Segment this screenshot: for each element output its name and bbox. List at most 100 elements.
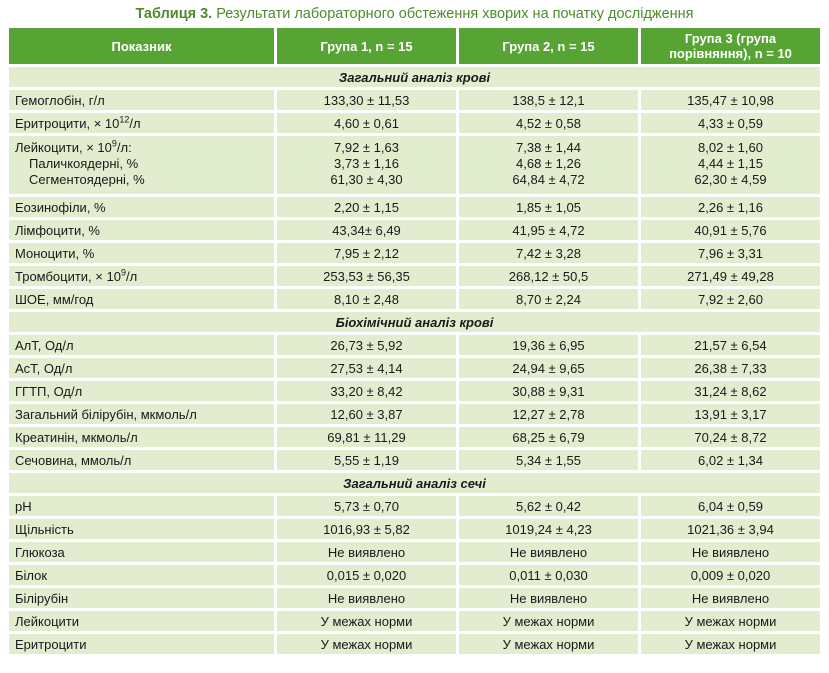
group-2-cell: 5,34 ± 1,55	[459, 450, 638, 470]
indicator-cell: Лейкоцити	[9, 611, 274, 631]
table-row: Креатинін, мкмоль/л 69,81 ± 11,29 68,25 ± …	[9, 427, 820, 447]
sub-value: 4,44 ± 1,15	[698, 156, 763, 171]
indicator-cell: Глюкоза	[9, 542, 274, 562]
indicator-cell: АсТ, Од/л	[9, 358, 274, 378]
group-1-cell: 26,73 ± 5,92	[277, 335, 456, 355]
indicator-cell: Сечовина, ммоль/л	[9, 450, 274, 470]
indicator-name-text: Еритроцити, × 10	[15, 115, 120, 131]
indicator-exponent: 9	[120, 267, 126, 278]
table-row: Лімфоцити, % 43,34± 6,49 41,95 ± 4,72 40,91…	[9, 220, 820, 240]
value: 271,49 ± 49,28	[687, 268, 774, 284]
table-row: АсТ, Од/л 27,53 ± 4,14 24,94 ± 9,65 26,38 ±…	[9, 358, 820, 378]
indicator-unit: /л	[129, 115, 141, 131]
group-2-cell: У межах норми	[459, 611, 638, 631]
indicator-unit: /л:	[116, 140, 132, 155]
indicator-name: Лейкоцити, × 109/л:	[15, 138, 268, 156]
section-title: Біохімічний аналіз крові	[9, 312, 820, 332]
header-row: Показник Група 1, n = 15 Група 2, n = 15…	[9, 28, 820, 64]
header-indicator: Показник	[9, 28, 274, 64]
table-row: Еритроцити У межах норми У межах норми У ме…	[9, 634, 820, 654]
value: 7,38 ± 1,44	[516, 140, 581, 155]
table-row: Гемоглобін, г/л 133,30 ± 11,53 138,5 ± 12,…	[9, 90, 820, 110]
group-1-cell: 2,20 ± 1,15	[277, 197, 456, 217]
indicator-exponent: 9	[111, 138, 117, 149]
value: 7,42 ± 3,28	[516, 245, 581, 261]
header-group-2: Група 2, n = 15	[459, 28, 638, 64]
value: Не виявлено	[509, 590, 588, 606]
group-3-cell: 271,49 ± 49,28	[641, 266, 820, 286]
indicator-name: ШОЕ, мм/год	[15, 291, 94, 307]
group-2-cell: 8,70 ± 2,24	[459, 289, 638, 309]
group-3-cell: 1021,36 ± 3,94	[641, 519, 820, 539]
group-1-cell: 1016,93 ± 5,82	[277, 519, 456, 539]
group-3-cell: Не виявлено	[641, 588, 820, 608]
value: 2,20 ± 1,15	[334, 199, 399, 215]
group-1-cell: 4,60 ± 0,61	[277, 113, 456, 133]
value: 6,02 ± 1,34	[698, 452, 763, 468]
group-3-cell: 21,57 ± 6,54	[641, 335, 820, 355]
value: У межах норми	[502, 613, 595, 629]
indicator-name: Білок	[15, 567, 48, 583]
table-caption: Таблиця 3. Результати лабораторного обст…	[0, 0, 829, 28]
value: 5,73 ± 0,70	[334, 498, 399, 514]
sub-value: 62,30 ± 4,59	[694, 172, 767, 187]
group-3-cell: 13,91 ± 3,17	[641, 404, 820, 424]
group-1-cell: 5,73 ± 0,70	[277, 496, 456, 516]
group-1-cell: 69,81 ± 11,29	[277, 427, 456, 447]
group-2-cell: 12,27 ± 2,78	[459, 404, 638, 424]
table-row: ШОЕ, мм/год 8,10 ± 2,48 8,70 ± 2,24 7,92 ± …	[9, 289, 820, 309]
indicator-name: pH	[15, 498, 32, 514]
group-3-cell: 6,04 ± 0,59	[641, 496, 820, 516]
table-row: Сечовина, ммоль/л 5,55 ± 1,19 5,34 ± 1,55 6…	[9, 450, 820, 470]
group-3-cell: У межах норми	[641, 611, 820, 631]
indicator-cell: Гемоглобін, г/л	[9, 90, 274, 110]
section-row: Загальний аналіз крові	[9, 67, 820, 87]
group-1-cell: Не виявлено	[277, 588, 456, 608]
value: У межах норми	[502, 636, 595, 652]
value: 40,91 ± 5,76	[694, 222, 767, 238]
value: Не виявлено	[327, 544, 406, 560]
indicator-cell: Щільність	[9, 519, 274, 539]
value: 8,10 ± 2,48	[334, 291, 399, 307]
indicator-name-text: Лейкоцити, × 10	[15, 140, 112, 155]
indicator-name: АсТ, Од/л	[15, 360, 73, 376]
value: 7,95 ± 2,12	[334, 245, 399, 261]
group-1-cell: 27,53 ± 4,14	[277, 358, 456, 378]
value: 4,52 ± 0,58	[516, 115, 581, 131]
sub-value: 3,73 ± 1,16	[334, 156, 399, 171]
section-title: Загальний аналіз крові	[9, 67, 820, 87]
indicator-exponent: 12	[119, 114, 130, 125]
indicator-name: Тромбоцити, × 109/л	[15, 267, 268, 284]
group-2-cell: Не виявлено	[459, 588, 638, 608]
table-row: Лейкоцити, × 109/л: Паличкоядерні, % Сегме…	[9, 136, 820, 194]
value: 21,57 ± 6,54	[694, 337, 767, 353]
value: Не виявлено	[509, 544, 588, 560]
group-2-cell: 0,011 ± 0,030	[459, 565, 638, 585]
header-group-3: Група 3 (група порівняння), n = 10	[641, 28, 820, 64]
value: 5,34 ± 1,55	[516, 452, 581, 468]
group-2-cell: Не виявлено	[459, 542, 638, 562]
group-2-cell: 138,5 ± 12,1	[459, 90, 638, 110]
indicator-name: Еозинофіли, %	[15, 199, 106, 215]
table-row: Еозинофіли, % 2,20 ± 1,15 1,85 ± 1,05 2,26 …	[9, 197, 820, 217]
group-3-cell: 0,009 ± 0,020	[641, 565, 820, 585]
group-3-cell: 6,02 ± 1,34	[641, 450, 820, 470]
group-3-cell: Не виявлено	[641, 542, 820, 562]
group-1-cell: 5,55 ± 1,19	[277, 450, 456, 470]
value: 70,24 ± 8,72	[694, 429, 767, 445]
group-3-cell: 31,24 ± 8,62	[641, 381, 820, 401]
value: 5,62 ± 0,42	[516, 498, 581, 514]
group-2-cell: 7,38 ± 1,44 4,68 ± 1,26 64,84 ± 4,72	[459, 136, 638, 194]
value: 4,60 ± 0,61	[334, 115, 399, 131]
group-2-cell: 68,25 ± 6,79	[459, 427, 638, 447]
sub-value: 64,84 ± 4,72	[512, 172, 585, 187]
group-2-cell: 268,12 ± 50,5	[459, 266, 638, 286]
value: 0,011 ± 0,030	[509, 567, 588, 583]
caption-title: Результати лабораторного обстеження хвор…	[216, 6, 694, 22]
value: 31,24 ± 8,62	[694, 383, 767, 399]
indicator-name: АлТ, Од/л	[15, 337, 74, 353]
indicator-cell: Креатинін, мкмоль/л	[9, 427, 274, 447]
group-1-cell: 7,92 ± 1,63 3,73 ± 1,16 61,30 ± 4,30	[277, 136, 456, 194]
sub-value: 61,30 ± 4,30	[330, 172, 403, 187]
value: 253,53 ± 56,35	[323, 268, 410, 284]
